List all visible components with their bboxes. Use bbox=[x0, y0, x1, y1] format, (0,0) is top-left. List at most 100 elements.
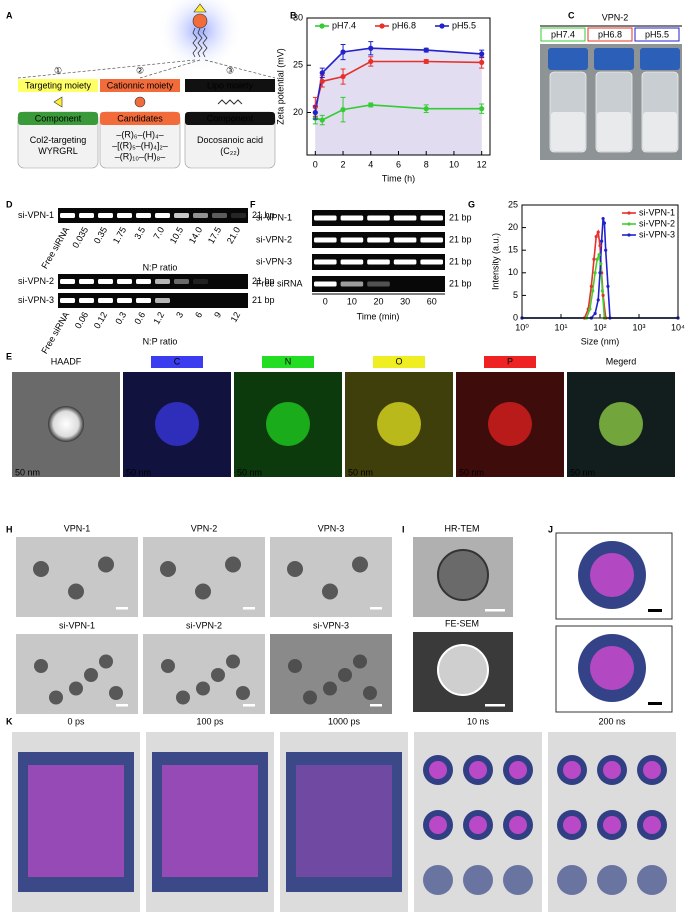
x-tick-label: 10² bbox=[593, 322, 606, 332]
gel-band bbox=[340, 259, 364, 265]
scale-bar bbox=[243, 704, 255, 707]
band-size: 21 bp bbox=[449, 278, 472, 288]
ratio-label: 0.06 bbox=[73, 310, 90, 330]
marker bbox=[319, 117, 325, 123]
y-axis-label: Zeta potential (mV) bbox=[275, 48, 285, 125]
scale-bar bbox=[485, 704, 505, 707]
tem-image bbox=[143, 537, 265, 617]
component-text: WYRGRL bbox=[38, 146, 78, 156]
channel-name: C bbox=[174, 356, 181, 366]
md-micelle-core bbox=[643, 761, 661, 779]
md-micelle bbox=[463, 865, 493, 895]
gel-row-label: si-VPN-1 bbox=[256, 212, 292, 222]
md-lattice-core bbox=[28, 765, 124, 877]
vial-liquid bbox=[643, 112, 677, 151]
gel-band bbox=[79, 279, 94, 284]
targeting-icon bbox=[53, 96, 63, 108]
marker bbox=[423, 47, 429, 53]
nanoparticle bbox=[322, 583, 338, 600]
tem-image bbox=[16, 634, 138, 714]
scale-bar bbox=[370, 704, 382, 707]
band-size: 21 bp bbox=[252, 210, 275, 220]
nanoparticle bbox=[195, 583, 211, 600]
nanoparticle bbox=[161, 659, 175, 673]
ratio-label: 10.5 bbox=[168, 225, 185, 245]
component-text: (C₂₂) bbox=[220, 146, 239, 156]
tem-image bbox=[270, 634, 392, 714]
legend-marker bbox=[379, 23, 385, 29]
nanoparticle bbox=[176, 690, 190, 705]
x-tick-label: 8 bbox=[424, 159, 429, 169]
marker bbox=[340, 107, 346, 113]
image-title: si-VPN-3 bbox=[313, 620, 349, 630]
nanoparticle bbox=[68, 583, 84, 600]
legend-marker bbox=[627, 211, 631, 215]
md-lattice-core bbox=[296, 765, 392, 877]
np-axis-label: N:P ratio bbox=[143, 336, 178, 346]
y-tick-label: 5 bbox=[513, 290, 518, 300]
marker bbox=[598, 271, 602, 275]
lipid-tail bbox=[192, 27, 198, 58]
free-sirna-label: Free siRNA bbox=[39, 225, 71, 270]
component-text: –(R)₁₀–(H)₈– bbox=[115, 151, 166, 161]
scale-label: 50 nm bbox=[15, 467, 40, 477]
area bbox=[315, 48, 482, 156]
nanoparticle bbox=[160, 561, 176, 577]
marker bbox=[592, 257, 596, 261]
gel-band bbox=[393, 237, 417, 243]
molecule-body bbox=[192, 13, 208, 29]
gel bbox=[58, 208, 248, 223]
time-label: 30 bbox=[400, 296, 410, 306]
scale-bar bbox=[370, 607, 382, 610]
image-title: si-VPN-1 bbox=[59, 620, 95, 630]
md-micelle bbox=[557, 865, 587, 895]
marker bbox=[593, 271, 597, 275]
image-title: VPN-3 bbox=[318, 523, 345, 533]
gel-row-label: si-VPN-2 bbox=[18, 276, 54, 286]
legend-label: si-VPN-1 bbox=[639, 207, 675, 217]
ph-label: pH6.8 bbox=[598, 29, 622, 39]
marker bbox=[479, 59, 485, 66]
nanoparticle bbox=[98, 556, 114, 573]
lipid-icon bbox=[217, 99, 243, 105]
component-header-text: Component bbox=[207, 113, 254, 123]
md-micelle bbox=[597, 865, 627, 895]
scale-label: 50 nm bbox=[348, 467, 373, 477]
marker bbox=[423, 106, 429, 112]
particle bbox=[437, 644, 489, 696]
y-axis-label: Intensity (a.u.) bbox=[490, 233, 500, 290]
marker bbox=[595, 257, 599, 261]
vial-cap bbox=[548, 48, 588, 70]
ratio-label: 0.12 bbox=[92, 310, 109, 330]
particle bbox=[599, 402, 643, 446]
vial-title: VPN-2 bbox=[602, 12, 629, 22]
gel-band bbox=[98, 279, 113, 284]
y-tick-label: 20 bbox=[508, 222, 518, 232]
time-label: 20 bbox=[373, 296, 383, 306]
gel-band bbox=[117, 213, 132, 218]
time-label: 60 bbox=[427, 296, 437, 306]
molecule-head bbox=[193, 3, 207, 13]
gel-band bbox=[420, 237, 443, 243]
ph-box bbox=[587, 27, 633, 42]
x-tick-label: 12 bbox=[477, 159, 487, 169]
nanoparticle bbox=[225, 556, 241, 573]
x-tick-label: 10 bbox=[449, 159, 459, 169]
panel-label: E bbox=[6, 351, 12, 361]
vial-liquid bbox=[597, 112, 631, 151]
md-micelle-core bbox=[603, 761, 621, 779]
gel bbox=[58, 274, 248, 289]
panel-label: C bbox=[568, 10, 575, 20]
scale-bar bbox=[648, 609, 662, 612]
scale-bar bbox=[485, 609, 505, 612]
gel-band bbox=[98, 298, 113, 303]
legend-marker bbox=[439, 23, 445, 29]
gel-row-label: Free siRNA bbox=[256, 278, 303, 288]
y-tick-label: 0 bbox=[513, 312, 518, 322]
band-size: 21 bp bbox=[449, 212, 472, 222]
panel-label: D bbox=[6, 199, 13, 209]
gel-band bbox=[420, 259, 443, 265]
marker bbox=[601, 293, 605, 297]
component-header bbox=[185, 112, 275, 125]
particle bbox=[377, 402, 421, 446]
